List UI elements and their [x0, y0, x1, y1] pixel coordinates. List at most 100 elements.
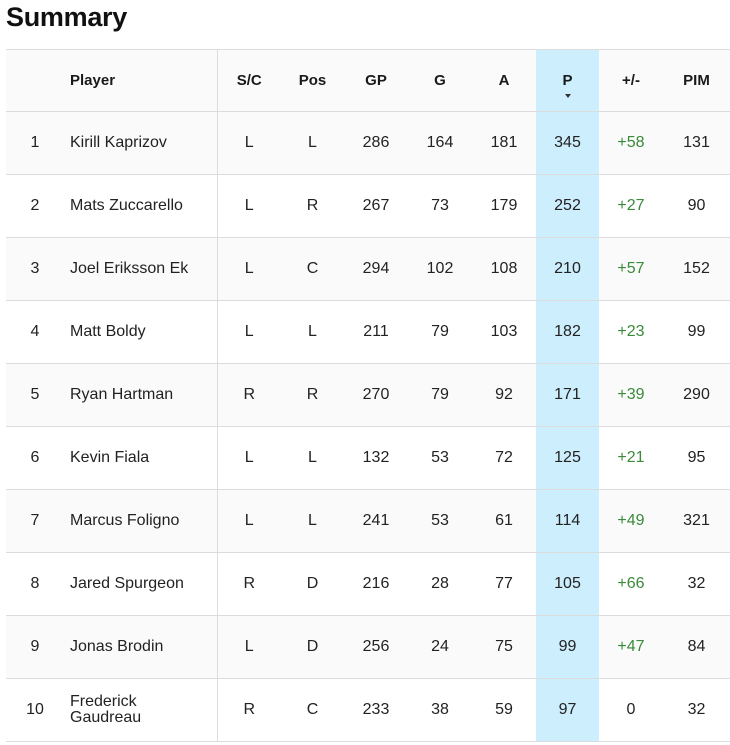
cell-gp: 233 [344, 678, 408, 742]
cell-plus-minus: +58 [599, 111, 663, 175]
cell-p: 252 [536, 174, 599, 238]
header-gp[interactable]: GP [344, 49, 408, 112]
table-row[interactable]: 4 Matt Boldy L L 211 79 103 182 +23 99 [6, 300, 730, 364]
header-pim[interactable]: PIM [663, 49, 730, 112]
cell-gp: 286 [344, 111, 408, 175]
cell-g: 164 [408, 111, 472, 175]
header-sc[interactable]: S/C [217, 49, 281, 112]
cell-sc: L [217, 237, 281, 301]
cell-player[interactable]: Joel Eriksson Ek [64, 237, 218, 301]
header-plus-minus[interactable]: +/- [599, 49, 663, 112]
header-p-label: P [562, 72, 573, 89]
cell-a: 75 [472, 615, 536, 679]
cell-plus-minus: +57 [599, 237, 663, 301]
cell-plus-minus: 0 [599, 678, 663, 742]
cell-a: 103 [472, 300, 536, 364]
cell-rank: 3 [6, 237, 64, 301]
cell-g: 38 [408, 678, 472, 742]
player-name-line: Frederick [70, 693, 137, 710]
cell-sc: L [217, 426, 281, 490]
cell-a: 108 [472, 237, 536, 301]
table-row[interactable]: 5 Ryan Hartman R R 270 79 92 171 +39 290 [6, 363, 730, 427]
cell-a: 61 [472, 489, 536, 553]
cell-p: 210 [536, 237, 599, 301]
cell-g: 24 [408, 615, 472, 679]
cell-pos: C [281, 678, 344, 742]
cell-pos: R [281, 174, 344, 238]
cell-sc: R [217, 552, 281, 616]
cell-plus-minus: +47 [599, 615, 663, 679]
cell-pim: 32 [663, 678, 730, 742]
cell-rank: 8 [6, 552, 64, 616]
header-p[interactable]: P [536, 49, 599, 112]
header-player[interactable]: Player [64, 49, 218, 112]
cell-pim: 99 [663, 300, 730, 364]
cell-gp: 132 [344, 426, 408, 490]
cell-pim: 32 [663, 552, 730, 616]
cell-g: 53 [408, 426, 472, 490]
cell-rank: 5 [6, 363, 64, 427]
cell-player[interactable]: Matt Boldy [64, 300, 218, 364]
cell-sc: L [217, 111, 281, 175]
cell-p: 182 [536, 300, 599, 364]
cell-pos: D [281, 552, 344, 616]
table-body: 1 Kirill Kaprizov L L 286 164 181 345 +58 131 2 Mat… [6, 111, 730, 742]
header-row: Player S/C Pos GP G A P +/- PIM [6, 49, 730, 112]
cell-rank: 7 [6, 489, 64, 553]
cell-g: 79 [408, 300, 472, 364]
cell-pim: 131 [663, 111, 730, 175]
cell-player[interactable]: Mats Zuccarello [64, 174, 218, 238]
cell-player[interactable]: Marcus Foligno [64, 489, 218, 553]
cell-g: 79 [408, 363, 472, 427]
cell-p: 97 [536, 678, 599, 742]
table-row[interactable]: 7 Marcus Foligno L L 241 53 61 114 +49 321 [6, 489, 730, 553]
cell-g: 28 [408, 552, 472, 616]
table-row[interactable]: 8 Jared Spurgeon R D 216 28 77 105 +66 32 [6, 552, 730, 616]
cell-player[interactable]: Kevin Fiala [64, 426, 218, 490]
page-title: Summary [6, 2, 127, 32]
cell-rank: 6 [6, 426, 64, 490]
cell-player[interactable]: Jonas Brodin [64, 615, 218, 679]
header-a[interactable]: A [472, 49, 536, 112]
cell-gp: 211 [344, 300, 408, 364]
header-g[interactable]: G [408, 49, 472, 112]
cell-player[interactable]: Frederick Gaudreau [64, 678, 218, 742]
cell-pim: 95 [663, 426, 730, 490]
table-header: Player S/C Pos GP G A P +/- PIM [6, 49, 730, 112]
cell-pim: 321 [663, 489, 730, 553]
cell-player[interactable]: Kirill Kaprizov [64, 111, 218, 175]
cell-p: 114 [536, 489, 599, 553]
cell-plus-minus: +39 [599, 363, 663, 427]
table-row[interactable]: 9 Jonas Brodin L D 256 24 75 99 +47 84 [6, 615, 730, 679]
cell-sc: L [217, 615, 281, 679]
cell-p: 125 [536, 426, 599, 490]
cell-rank: 1 [6, 111, 64, 175]
cell-p: 345 [536, 111, 599, 175]
cell-player[interactable]: Ryan Hartman [64, 363, 218, 427]
cell-pos: L [281, 489, 344, 553]
table-row[interactable]: 10 Frederick Gaudreau R C 233 38 59 97 0 32 [6, 678, 730, 742]
cell-sc: L [217, 174, 281, 238]
header-rank [6, 49, 64, 112]
cell-sc: R [217, 678, 281, 742]
cell-player[interactable]: Jared Spurgeon [64, 552, 218, 616]
cell-pim: 84 [663, 615, 730, 679]
cell-g: 102 [408, 237, 472, 301]
cell-p: 105 [536, 552, 599, 616]
cell-rank: 2 [6, 174, 64, 238]
table-row[interactable]: 6 Kevin Fiala L L 132 53 72 125 +21 95 [6, 426, 730, 490]
cell-rank: 4 [6, 300, 64, 364]
table-row[interactable]: 2 Mats Zuccarello L R 267 73 179 252 +27 90 [6, 174, 730, 238]
cell-gp: 241 [344, 489, 408, 553]
cell-plus-minus: +66 [599, 552, 663, 616]
table-row[interactable]: 1 Kirill Kaprizov L L 286 164 181 345 +58 131 [6, 111, 730, 175]
cell-pos: L [281, 426, 344, 490]
cell-sc: L [217, 300, 281, 364]
cell-plus-minus: +23 [599, 300, 663, 364]
header-pos[interactable]: Pos [281, 49, 344, 112]
cell-a: 59 [472, 678, 536, 742]
cell-a: 72 [472, 426, 536, 490]
table-row[interactable]: 3 Joel Eriksson Ek L C 294 102 108 210 +57 152 [6, 237, 730, 301]
cell-p: 171 [536, 363, 599, 427]
